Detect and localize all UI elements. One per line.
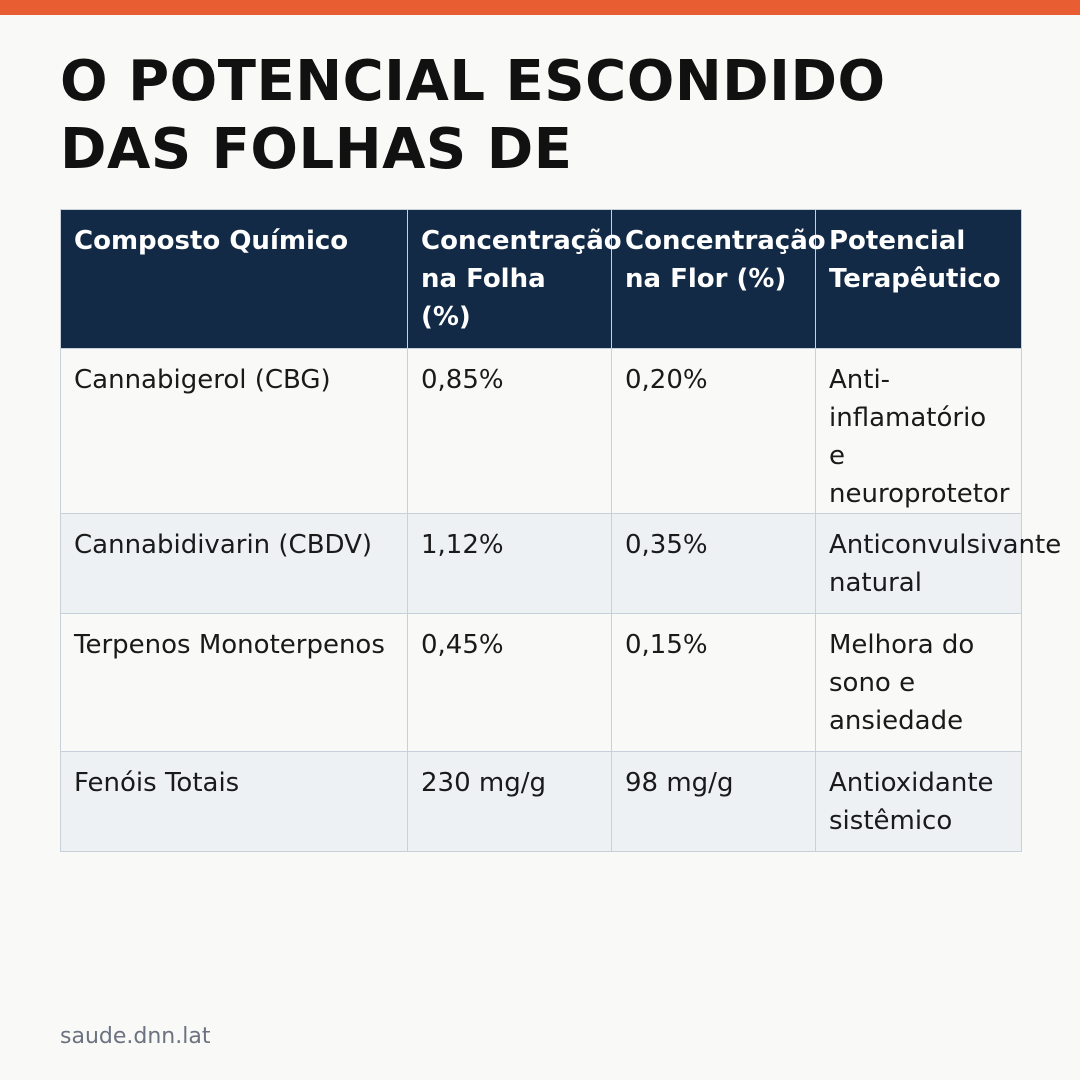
footer-site-url: saude.dnn.lat — [60, 1024, 211, 1049]
table-header-row: Composto Químico Concentração na Folha (… — [60, 209, 1022, 349]
compounds-table: Composto Químico Concentração na Folha (… — [60, 209, 1061, 852]
table-row: Cannabidivarin (CBDV) 1,12% 0,35% Antico… — [60, 513, 1061, 614]
table-row: Terpenos Monoterpenos 0,45% 0,15% Melhor… — [60, 613, 1022, 752]
cell-potential: Melhora do sono e ansiedade — [815, 613, 1022, 752]
top-accent-bar — [0, 0, 1080, 15]
header-leaf-concentration: Concentração na Folha (%) — [407, 209, 622, 349]
cell-compound: Cannabidivarin (CBDV) — [60, 513, 408, 614]
cell-potential: Anticonvulsivante natural — [815, 513, 1061, 614]
page-title: O POTENCIAL ESCONDIDO DAS FOLHAS DE — [60, 49, 886, 182]
cell-compound: Terpenos Monoterpenos — [60, 613, 408, 752]
header-therapeutic-potential: Potencial Terapêutico — [815, 209, 1022, 349]
cell-flower: 98 mg/g — [611, 751, 816, 852]
cell-compound: Fenóis Totais — [60, 751, 408, 852]
cell-compound: Cannabigerol (CBG) — [60, 348, 408, 514]
header-compound: Composto Químico — [60, 209, 408, 349]
cell-leaf: 0,85% — [407, 348, 612, 514]
cell-leaf: 230 mg/g — [407, 751, 612, 852]
table-row: Fenóis Totais 230 mg/g 98 mg/g Antioxida… — [60, 751, 1022, 852]
cell-leaf: 0,45% — [407, 613, 612, 752]
cell-flower: 0,35% — [611, 513, 816, 614]
cell-flower: 0,20% — [611, 348, 816, 514]
cell-potential: Anti-inflamatório e neuroprotetor — [815, 348, 1022, 514]
cell-flower: 0,15% — [611, 613, 816, 752]
table-row: Cannabigerol (CBG) 0,85% 0,20% Anti-infl… — [60, 348, 1022, 514]
header-flower-concentration: Concentração na Flor (%) — [611, 209, 826, 349]
cell-leaf: 1,12% — [407, 513, 612, 614]
cell-potential: Antioxidante sistêmico — [815, 751, 1022, 852]
